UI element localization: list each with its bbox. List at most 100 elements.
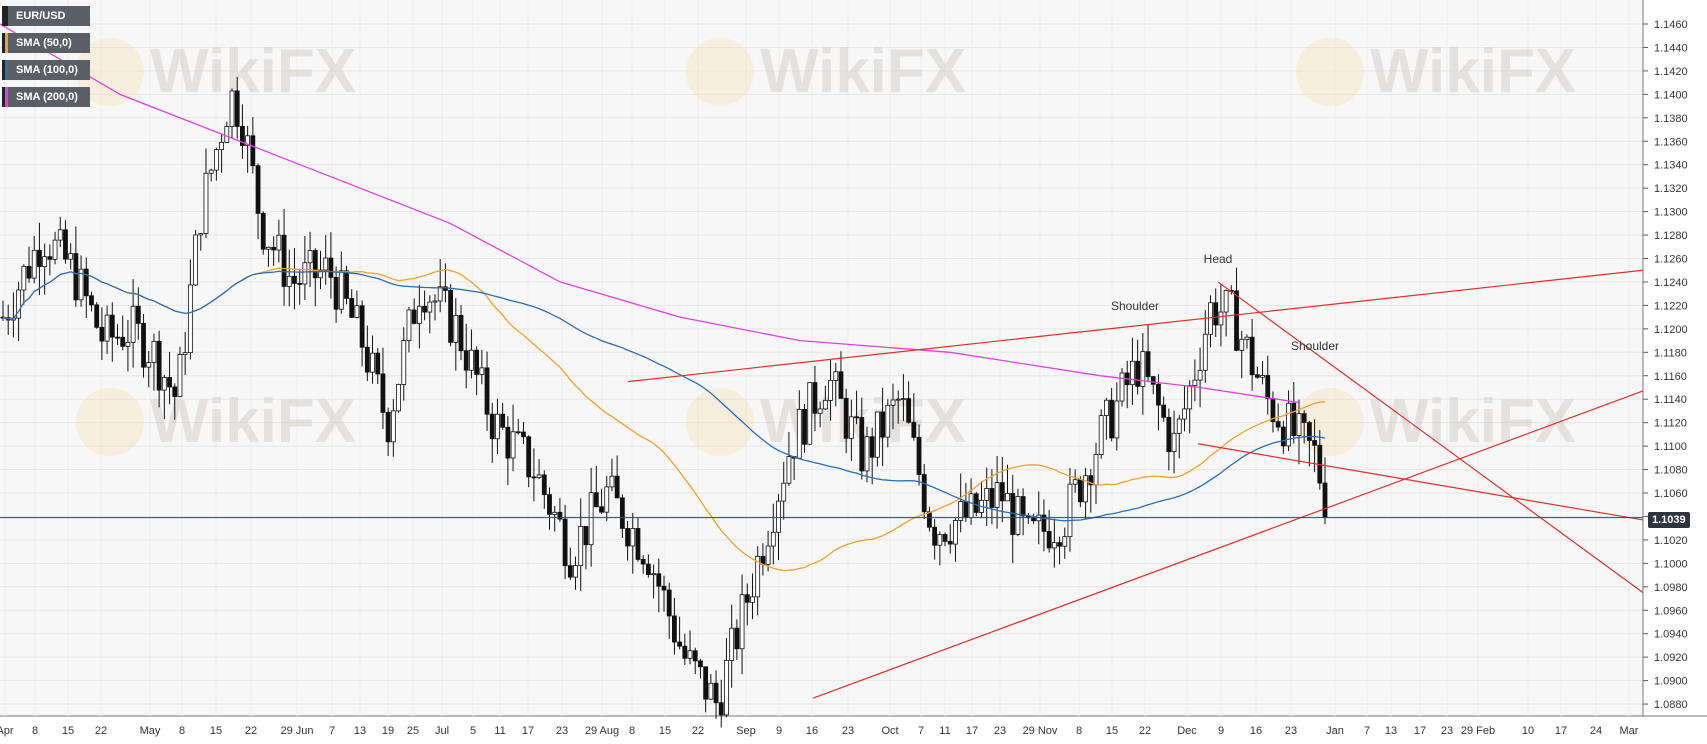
candle-body xyxy=(1072,479,1078,485)
candle-body xyxy=(1031,517,1036,522)
candle-body xyxy=(1244,336,1250,340)
candle-body xyxy=(973,493,979,513)
candle-body xyxy=(1145,351,1151,378)
y-tick-label: 1.1340 xyxy=(1654,160,1688,172)
x-tick-label: 15 xyxy=(659,725,671,737)
candle-body xyxy=(271,246,277,251)
candle-body xyxy=(994,482,1000,508)
candle-body xyxy=(318,269,323,279)
candle-body xyxy=(161,377,167,391)
legend-item-sma50[interactable]: SMA (50,0) xyxy=(2,33,90,53)
y-tick-label: 1.1120 xyxy=(1654,418,1687,430)
watermark-text: WikiFX xyxy=(150,387,356,456)
candle-body xyxy=(1083,475,1088,503)
x-tick-label: Oct xyxy=(881,725,898,737)
x-tick-label: 16 xyxy=(1250,725,1262,737)
candle-body xyxy=(927,511,932,528)
candle-body xyxy=(1098,415,1104,455)
candle-body xyxy=(921,474,927,513)
y-tick-label: 1.1260 xyxy=(1654,254,1688,266)
x-tick-label: 10 xyxy=(1522,725,1534,737)
candle-body xyxy=(578,526,584,566)
y-tick-label: 1.1420 xyxy=(1654,66,1688,78)
y-tick-label: 1.1360 xyxy=(1654,136,1688,148)
x-tick-label: 7 xyxy=(918,725,924,737)
candle-body xyxy=(1223,290,1229,313)
candle-body xyxy=(1093,454,1099,486)
candle-body xyxy=(1218,311,1224,326)
candle-body xyxy=(437,286,443,302)
candle-body xyxy=(1171,432,1177,453)
candle-body xyxy=(333,276,339,310)
candle-body xyxy=(854,416,859,419)
x-tick-label: 23 xyxy=(556,725,568,737)
candle-body xyxy=(1051,542,1057,549)
candle-body xyxy=(1150,376,1156,385)
candle-body xyxy=(1109,399,1115,439)
candle-body xyxy=(177,354,183,397)
candle-body xyxy=(692,650,698,662)
watermark-text: WikiFX xyxy=(150,37,356,106)
candle-body xyxy=(1130,360,1135,386)
candle-body xyxy=(890,399,896,406)
candle-body xyxy=(536,474,542,478)
x-tick-label: 24 xyxy=(1590,725,1602,737)
pattern-label: Head xyxy=(1204,252,1233,266)
candle-body xyxy=(302,262,308,285)
candle-body xyxy=(135,305,141,324)
candle-body xyxy=(245,135,251,146)
candle-body xyxy=(963,501,969,519)
x-tick-label: 17 xyxy=(966,725,978,737)
y-tick-label: 1.1440 xyxy=(1654,42,1688,54)
trend-line xyxy=(812,390,1644,699)
y-tick-label: 1.1300 xyxy=(1654,207,1688,219)
x-tick-label: 29 Feb xyxy=(1461,725,1495,737)
candle-body xyxy=(1187,385,1193,410)
y-tick-label: 1.1140 xyxy=(1654,394,1687,406)
candle-body xyxy=(432,300,438,303)
y-tick-label: 1.1020 xyxy=(1654,535,1688,547)
candle-body xyxy=(1260,375,1265,378)
candle-body xyxy=(1041,514,1047,532)
candle-body xyxy=(57,229,63,241)
candle-body xyxy=(953,520,958,545)
x-tick-label: 13 xyxy=(354,725,366,737)
candle-body xyxy=(573,565,578,578)
legend-item-sma100[interactable]: SMA (100,0) xyxy=(2,60,90,80)
candle-body xyxy=(1161,404,1167,418)
candle-body xyxy=(1312,440,1317,446)
x-tick-label: 29 Nov xyxy=(1023,725,1058,737)
watermark-text: WikiFX xyxy=(1370,387,1576,456)
candle-body xyxy=(937,534,943,546)
legend-item-eurusd[interactable]: EUR/USD xyxy=(2,6,90,26)
candle-body xyxy=(370,352,375,373)
watermark-logo xyxy=(1296,388,1364,456)
x-tick-label: Mar xyxy=(1620,725,1639,737)
candle-body xyxy=(411,309,417,324)
candle-body xyxy=(755,555,761,598)
trend-line xyxy=(1217,281,1644,594)
watermark-logo xyxy=(1296,38,1364,106)
x-tick-label: 22 xyxy=(95,725,107,737)
candle-body xyxy=(213,149,219,171)
candle-body xyxy=(703,666,709,700)
candle-body xyxy=(781,482,787,502)
candle-body xyxy=(83,268,89,297)
legend-item-sma200[interactable]: SMA (200,0) xyxy=(2,87,90,107)
candle-body xyxy=(567,565,573,578)
y-tick-label: 1.0880 xyxy=(1654,699,1688,711)
candle-body xyxy=(911,421,917,438)
candle-body xyxy=(224,126,230,143)
x-tick-label: 8 xyxy=(629,725,635,737)
x-tick-label: Jul xyxy=(435,725,449,737)
legend-swatch-eurusd xyxy=(5,6,8,26)
candle-body xyxy=(619,497,625,529)
x-tick-label: 17 xyxy=(1555,725,1567,737)
candle-body xyxy=(1088,475,1094,486)
y-tick-label: 1.1060 xyxy=(1654,488,1688,500)
candle-body xyxy=(906,398,912,423)
candle-body xyxy=(869,436,875,458)
y-tick-label: 1.1380 xyxy=(1654,113,1688,125)
candle-body xyxy=(380,373,386,413)
